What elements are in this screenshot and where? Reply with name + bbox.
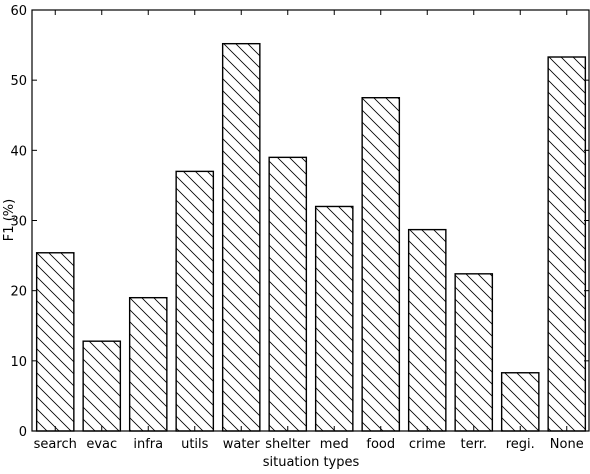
bars-layer: [35, 42, 587, 432]
labels-layer: search evac infra utils water shelter med food c…: [10, 4, 583, 452]
bar-shelter: [268, 156, 308, 432]
x-tick-label: None: [550, 437, 584, 452]
y-tick-label: 50: [10, 74, 27, 89]
y-tick-label: 20: [10, 285, 27, 300]
bar-utils: [175, 170, 215, 432]
x-tick-label: evac: [86, 437, 117, 452]
bar-infra: [128, 296, 168, 432]
axes-layer: [31, 9, 590, 432]
y-tick-label: 10: [10, 355, 27, 370]
x-tick-label: shelter: [265, 437, 311, 452]
x-tick-label: water: [223, 437, 261, 452]
x-tick-label: terr.: [461, 437, 488, 452]
bar-terr: [454, 273, 494, 432]
x-tick-label: search: [34, 437, 77, 452]
bar-food: [361, 97, 401, 432]
bar-search: [35, 252, 75, 432]
x-tick-label: regi.: [506, 437, 535, 452]
y-tick-label: 40: [10, 144, 27, 159]
bar-crime: [407, 228, 447, 432]
x-tick-label: infra: [133, 437, 163, 452]
x-tick-label: food: [366, 437, 395, 452]
bar-regi: [500, 372, 540, 432]
bar-evac: [82, 340, 122, 432]
bar-water: [221, 42, 261, 432]
y-axis-label: F1 (%): [2, 199, 17, 241]
x-tick-label: med: [320, 437, 349, 452]
x-tick-label: utils: [181, 437, 209, 452]
y-tick-label: 0: [19, 425, 27, 440]
bar-none: [547, 56, 587, 432]
x-axis-label: situation types: [263, 455, 360, 470]
y-tick-label: 60: [10, 4, 27, 19]
y-tick-label: 30: [10, 215, 27, 230]
x-tick-label: crime: [409, 437, 446, 452]
bar-med: [314, 205, 354, 432]
